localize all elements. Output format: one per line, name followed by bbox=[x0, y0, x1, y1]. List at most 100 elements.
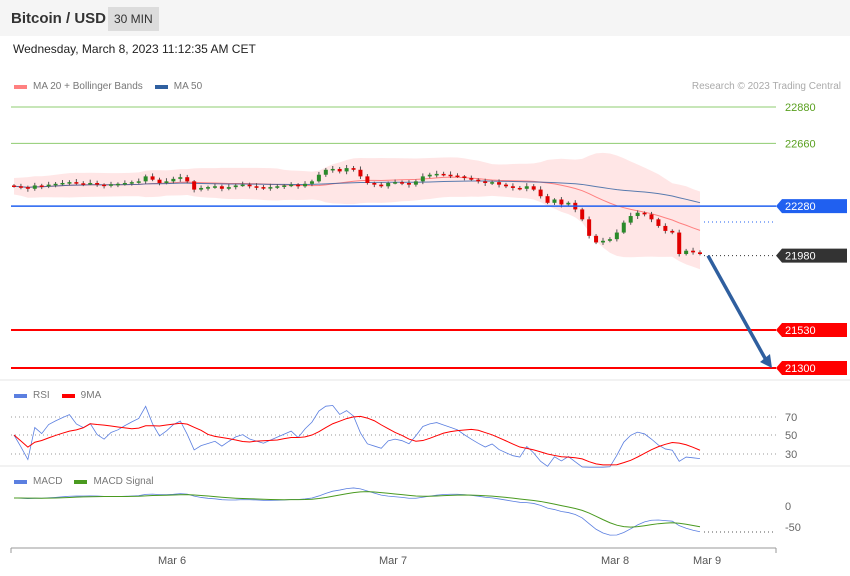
forecast-arrow bbox=[706, 254, 768, 361]
rsi-label: RSI bbox=[33, 390, 50, 401]
candle-body bbox=[531, 186, 536, 190]
candle-body bbox=[289, 184, 294, 187]
candle-body bbox=[587, 219, 592, 236]
candle-body bbox=[434, 173, 439, 176]
candle-body bbox=[303, 183, 308, 187]
instrument-title: Bitcoin / USD bbox=[11, 10, 107, 27]
candle-body bbox=[185, 177, 190, 182]
candle-body bbox=[448, 174, 453, 177]
candle-body bbox=[663, 225, 668, 231]
candle-body bbox=[379, 184, 384, 187]
candle-body bbox=[323, 169, 328, 175]
level-label: 21300 bbox=[785, 363, 816, 375]
ma20-swatch bbox=[14, 84, 27, 89]
candle-body bbox=[649, 214, 654, 220]
macd-signal-line bbox=[13, 491, 701, 528]
candle-body bbox=[261, 187, 266, 189]
rsi-tick: 70 bbox=[785, 412, 797, 424]
macd-legend: MACD MACD Signal bbox=[14, 476, 153, 487]
candle-body bbox=[67, 182, 72, 184]
rsi-ma-swatch bbox=[61, 393, 75, 398]
macd-tick: -50 bbox=[785, 522, 801, 534]
level-tag bbox=[776, 248, 847, 263]
candle-body bbox=[316, 174, 321, 182]
candle-body bbox=[462, 176, 467, 179]
candle-body bbox=[109, 184, 114, 186]
candle-body bbox=[642, 212, 647, 215]
candle-body bbox=[60, 182, 65, 185]
candle-body bbox=[607, 239, 612, 241]
candle-body bbox=[386, 182, 391, 187]
candle-body bbox=[150, 176, 155, 180]
candle-body bbox=[580, 209, 585, 220]
candle-body bbox=[275, 186, 280, 188]
candle-body bbox=[635, 212, 640, 217]
candle-body bbox=[510, 186, 515, 188]
candle-body bbox=[337, 168, 342, 172]
x-label: Mar 9 bbox=[693, 555, 721, 567]
candle-body bbox=[192, 181, 197, 190]
rsi-line bbox=[13, 405, 701, 468]
candle-body bbox=[122, 182, 127, 185]
candle-body bbox=[413, 181, 418, 185]
candle-body bbox=[88, 182, 93, 185]
level-label: 22660 bbox=[785, 138, 816, 150]
level-tag bbox=[776, 361, 847, 375]
candle-body bbox=[46, 184, 51, 187]
macd-swatch bbox=[14, 479, 27, 484]
level-label: 21980 bbox=[785, 251, 816, 263]
candle-body bbox=[469, 178, 474, 180]
candle-body bbox=[393, 182, 398, 184]
candle-body bbox=[566, 202, 571, 205]
x-label: Mar 7 bbox=[379, 555, 407, 567]
candle-body bbox=[199, 187, 204, 190]
candle-body bbox=[164, 181, 169, 183]
ma50-line bbox=[13, 180, 701, 204]
candle-body bbox=[427, 174, 432, 177]
forecast-arrowhead-icon bbox=[760, 354, 772, 368]
candle-body bbox=[212, 186, 217, 188]
candle-body bbox=[517, 187, 522, 190]
ma50-legend: MA 50 bbox=[173, 81, 203, 92]
candle-body bbox=[296, 184, 301, 187]
candle-body bbox=[178, 177, 183, 179]
candle-body bbox=[330, 168, 335, 171]
candle-body bbox=[365, 176, 370, 183]
candle-body bbox=[552, 199, 557, 203]
candle-body bbox=[254, 186, 259, 188]
candle-body bbox=[691, 250, 696, 253]
macd-line bbox=[13, 487, 701, 536]
bollinger-band bbox=[14, 152, 700, 270]
candle-body bbox=[600, 240, 605, 243]
macd-label: MACD bbox=[33, 476, 63, 487]
candle-body bbox=[559, 199, 564, 205]
candle-body bbox=[656, 219, 661, 226]
candle-body bbox=[206, 187, 211, 189]
ma20-legend: MA 20 + Bollinger Bands bbox=[33, 81, 143, 92]
candle-body bbox=[53, 183, 58, 186]
candle-body bbox=[400, 182, 405, 184]
candle-body bbox=[39, 185, 44, 187]
candle-body bbox=[247, 184, 252, 187]
candle-body bbox=[268, 187, 273, 189]
candle-body bbox=[129, 182, 134, 184]
level-label: 22880 bbox=[785, 102, 816, 114]
main-legend: MA 20 + Bollinger Bands MA 50 bbox=[14, 81, 202, 92]
candle-body bbox=[677, 232, 682, 255]
level-tag bbox=[776, 199, 847, 214]
candle-body bbox=[538, 189, 543, 197]
candle-body bbox=[670, 230, 675, 233]
candle-body bbox=[233, 185, 238, 188]
level-label: 22280 bbox=[785, 201, 816, 213]
candle-body bbox=[240, 184, 245, 187]
candle-body bbox=[497, 182, 502, 185]
candle-body bbox=[282, 185, 287, 187]
candle-body bbox=[95, 182, 100, 185]
candle-body bbox=[358, 169, 363, 177]
candle-body bbox=[420, 176, 425, 182]
candle-body bbox=[136, 181, 141, 183]
level-label: 21530 bbox=[785, 325, 816, 337]
candle-body bbox=[102, 184, 107, 187]
timeframe-button[interactable]: 30 MIN bbox=[108, 7, 159, 31]
